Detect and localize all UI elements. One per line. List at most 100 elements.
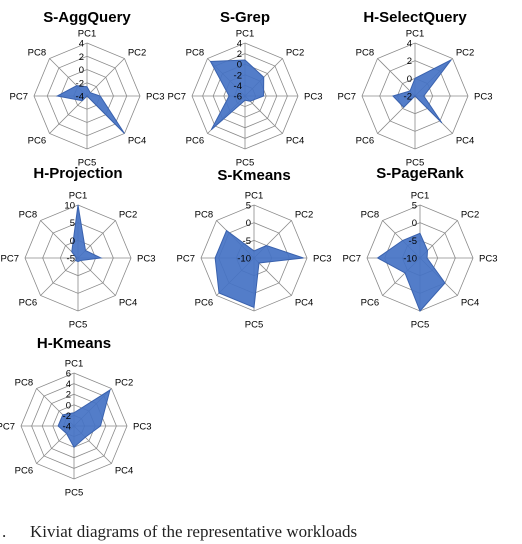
axis-label: PC2 (461, 210, 479, 221)
axis-label: PC2 (128, 48, 146, 59)
axis-label: PC3 (133, 422, 151, 433)
series-polygon (57, 388, 111, 448)
axis-label: PC4 (119, 297, 137, 308)
axis-spoke (253, 257, 292, 296)
axis-label: PC7 (343, 254, 361, 265)
axis-spoke (244, 95, 283, 134)
chart-title: H-Kmeans (37, 335, 111, 352)
tick-label: 2 (237, 49, 242, 60)
axis-label: PC2 (295, 210, 313, 221)
kiviat-chart-5: S-Kmeans 5 0 -5 -10 PC1 PC2 PC3 PC4 PC5 PC6 PC7 PC8 (177, 167, 332, 331)
chart-title: H-SelectQuery (363, 9, 467, 26)
axis-label: PC4 (286, 135, 304, 146)
series-polygon (214, 229, 304, 309)
tick-label: -4 (76, 92, 84, 103)
axis-label: PC8 (361, 210, 379, 221)
axis-label: PC5 (406, 158, 424, 169)
tick-label: 2 (79, 52, 84, 63)
tick-label: -5 (243, 236, 251, 247)
axis-label: PC4 (295, 297, 313, 308)
axis-label: PC5 (78, 158, 96, 169)
caption-prefix: . (2, 522, 7, 541)
tick-label: 0 (70, 236, 75, 247)
chart-title: S-Grep (220, 9, 270, 26)
kiviat-chart-3: H-SelectQuery 4 2 0 -2 PC1 PC2 PC3 PC4 PC5 PC6 PC7 P… (338, 9, 493, 169)
caption-text: Kiviat diagrams of the representative wo… (30, 522, 358, 541)
kiviat-chart-6: S-PageRank 5 0 -5 -10 PC1 PC2 PC3 PC4 PC5 PC6 PC7 PC… (343, 165, 498, 331)
tick-label: 4 (66, 379, 71, 390)
axis-label: PC8 (186, 48, 204, 59)
axis-label: PC1 (406, 29, 424, 40)
axis-label: PC6 (28, 135, 46, 146)
axis-spoke (49, 95, 88, 134)
axis-label: PC4 (461, 297, 479, 308)
series-polygon (391, 59, 452, 124)
axis-label: PC8 (19, 210, 37, 221)
axis-label: PC7 (10, 92, 28, 103)
series-polygon (71, 204, 103, 263)
axis-spoke (77, 257, 116, 296)
axis-spoke (40, 257, 79, 296)
tick-label: 6 (66, 369, 71, 380)
axis-label: PC1 (65, 359, 83, 370)
axis-label: PC3 (146, 92, 164, 103)
tick-label: -4 (234, 81, 242, 92)
axis-label: PC4 (115, 465, 133, 476)
kiviat-chart-2: S-Grep 420-2-4-6 PC1 PC2 PC3 PC4 PC5 PC6 PC7 PC8 (168, 9, 323, 169)
axis-label: PC7 (338, 92, 356, 103)
tick-label: 2 (407, 56, 412, 67)
tick-label: -10 (403, 254, 417, 265)
axis-label: PC7 (1, 254, 19, 265)
tick-label: 0 (412, 218, 417, 229)
tick-label: -10 (237, 254, 251, 265)
axis-label: PC6 (186, 135, 204, 146)
axis-label: PC3 (304, 92, 322, 103)
chart-title: H-Projection (33, 165, 122, 182)
series-polygon (55, 85, 125, 134)
axis-label: PC2 (286, 48, 304, 59)
tick-label: 0 (246, 218, 251, 229)
axis-label: PC6 (361, 297, 379, 308)
axis-label: PC1 (411, 191, 429, 202)
tick-label: 0 (407, 74, 412, 85)
axis-label: PC2 (456, 48, 474, 59)
axis-label: PC5 (245, 320, 263, 331)
axis-label: PC7 (168, 92, 186, 103)
axis-label: PC2 (115, 378, 133, 389)
axis-label: PC1 (78, 29, 96, 40)
axis-label: PC3 (137, 254, 155, 265)
axis-label: PC3 (474, 92, 492, 103)
tick-label: 5 (70, 218, 75, 229)
axis-label: PC1 (245, 191, 263, 202)
axis-label: PC4 (456, 135, 474, 146)
tick-label: -4 (63, 422, 71, 433)
tick-label: 5 (412, 201, 417, 212)
axis-label: PC4 (128, 135, 146, 146)
figure-caption: . Kiviat diagrams of the representative … (0, 516, 522, 541)
axis-label: PC3 (479, 254, 497, 265)
axis-label: PC5 (65, 488, 83, 499)
tick-label: -2 (63, 411, 71, 422)
axis-label: PC5 (69, 320, 87, 331)
tick-label: 0 (79, 65, 84, 76)
tick-label: -6 (234, 92, 242, 103)
tick-label: -5 (409, 236, 417, 247)
kiviat-chart-4: H-Projection 10 5 0 -5 PC1 PC2 PC3 PC4 PC5 PC6 PC7 P… (1, 165, 156, 331)
chart-title: S-Kmeans (217, 167, 290, 184)
tick-label: -5 (67, 254, 75, 265)
axis-label: PC8 (15, 378, 33, 389)
series-polygon (376, 232, 446, 312)
axis-label: PC3 (313, 254, 331, 265)
axis-label: PC1 (69, 191, 87, 202)
axis-spoke (377, 58, 416, 97)
axis-label: PC5 (236, 158, 254, 169)
tick-label: 4 (79, 39, 84, 50)
axis-label: PC7 (0, 422, 15, 433)
axis-label: PC6 (19, 297, 37, 308)
kiviat-chart-1: S-AggQuery 4 2 0 -2 -4 PC1 PC2 PC3 PC4 PC5 PC6 PC7 PC… (10, 9, 165, 169)
tick-label: 2 (66, 390, 71, 401)
axis-label: PC6 (356, 135, 374, 146)
tick-label: 10 (64, 201, 75, 212)
